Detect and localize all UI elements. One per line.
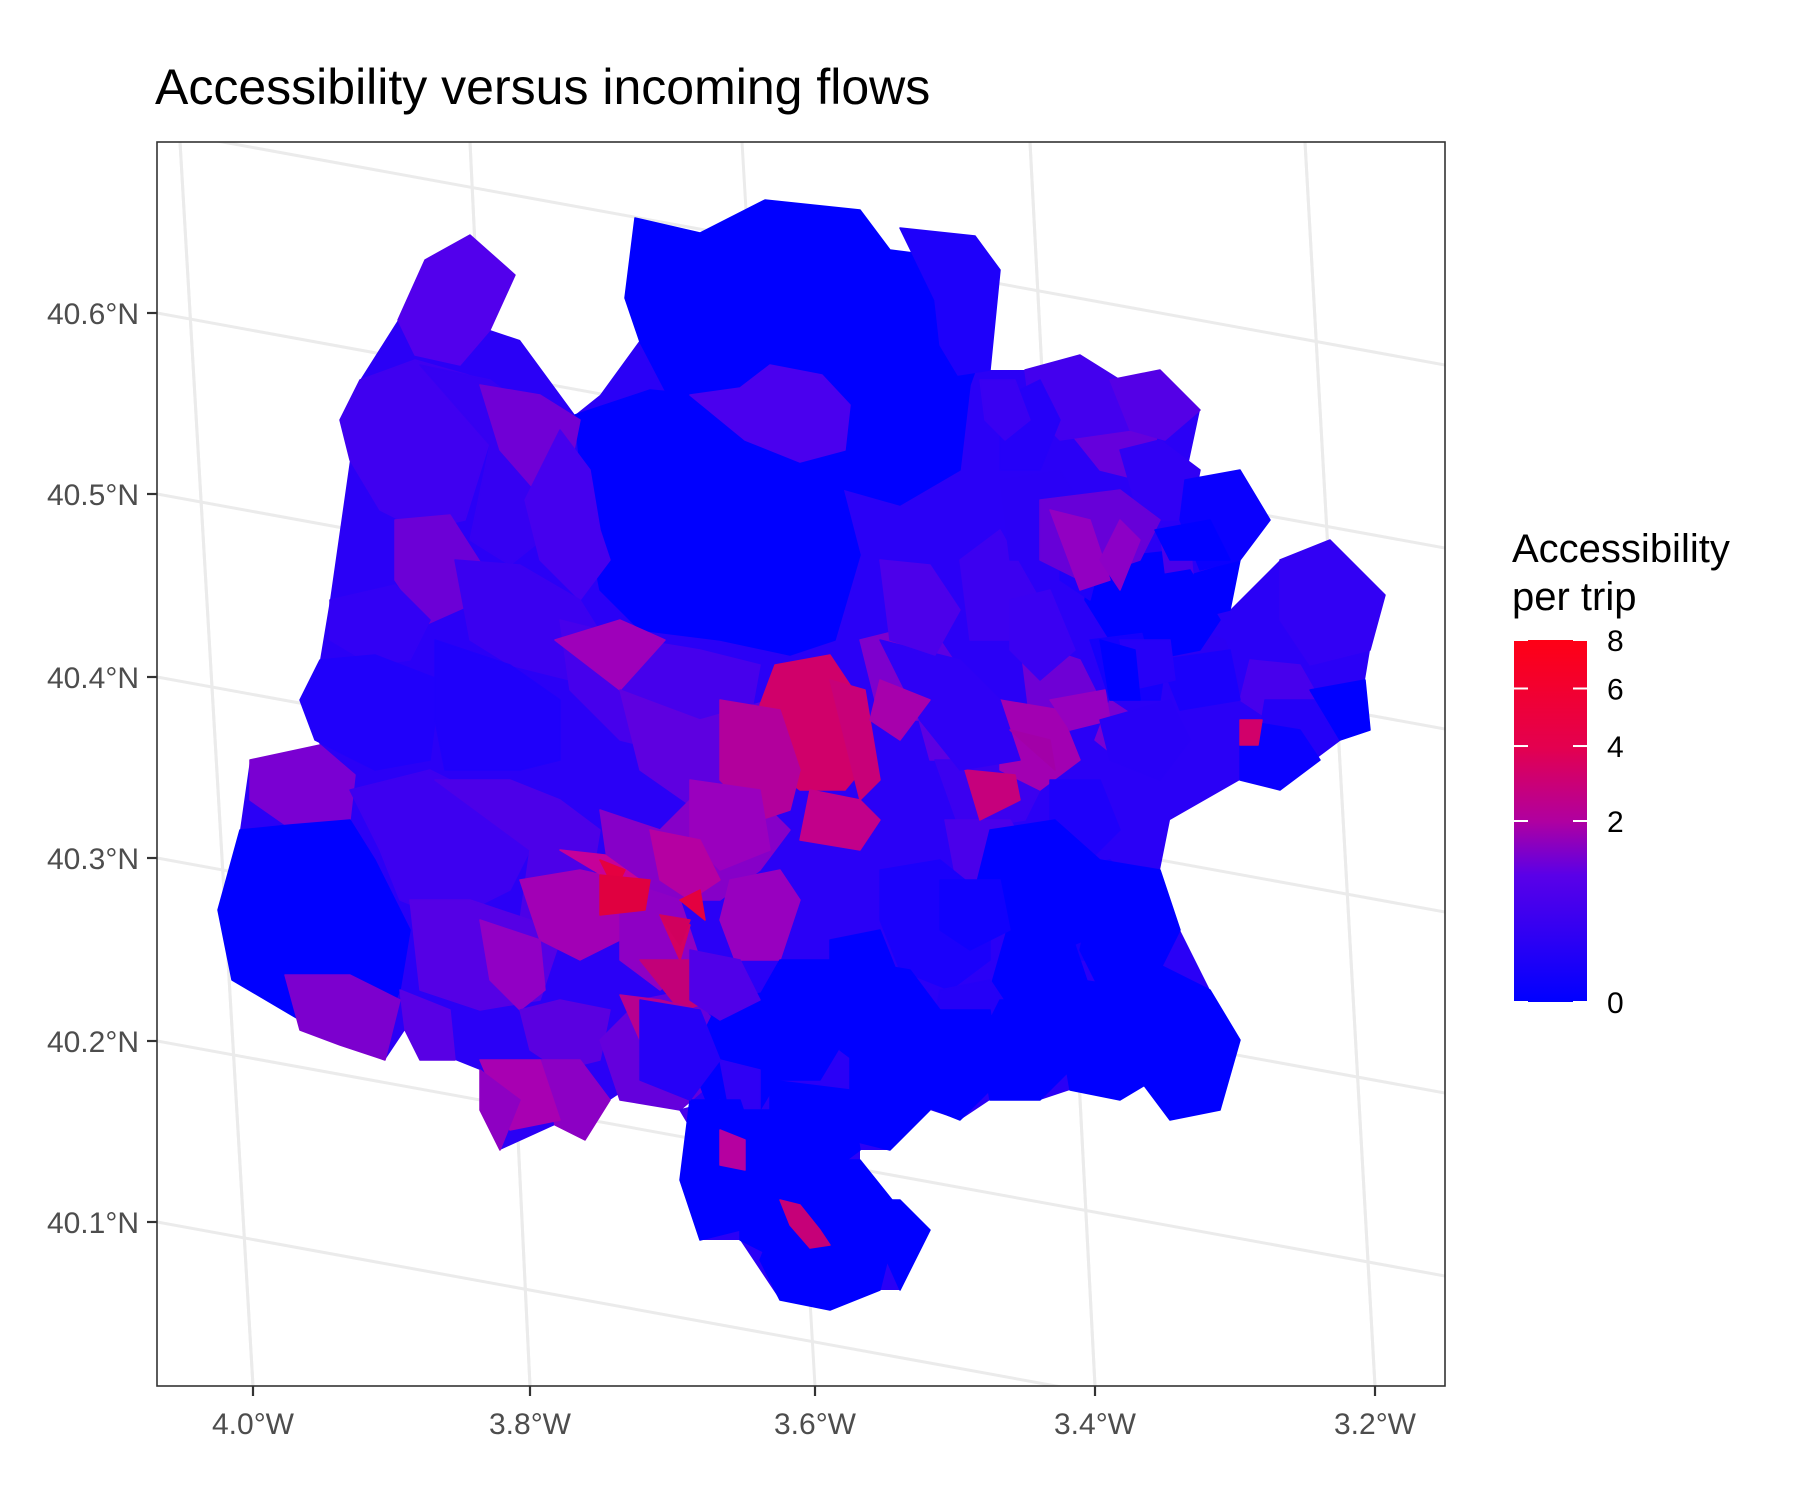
region-polygon — [1159, 649, 1241, 711]
region-polygon — [689, 779, 771, 871]
region-polygon — [1099, 699, 1191, 781]
region-polygon — [1239, 719, 1263, 746]
region-polygon — [1309, 679, 1371, 741]
legend-title: Accessibility per trip — [1512, 525, 1730, 621]
region-polygon — [329, 584, 431, 666]
region-polygon — [859, 1199, 931, 1291]
y-tick-label: 40.1°N — [47, 1207, 139, 1240]
legend-tick-label: 0 — [1607, 987, 1624, 1020]
x-tick-label: 3.6°W — [774, 1408, 857, 1441]
region-polygon — [939, 879, 1011, 951]
legend: 8 6 4 2 0 — [1514, 625, 1624, 1020]
legend-tick-label: 6 — [1607, 673, 1624, 706]
region-polygon — [1049, 509, 1111, 591]
graticule-meridian — [1303, 142, 1377, 1386]
region-polygon — [1109, 369, 1201, 441]
y-tick-label: 40.3°N — [47, 843, 139, 876]
region-polygon — [434, 639, 561, 771]
region-polygon — [829, 929, 901, 1001]
y-tick-label: 40.5°N — [47, 479, 139, 512]
x-tick-label: 3.2°W — [1334, 1408, 1417, 1441]
y-tick-label: 40.4°N — [47, 662, 139, 695]
region-polygon — [779, 1199, 831, 1249]
x-tick-label: 4.0°W — [212, 1408, 295, 1441]
region-polygon — [689, 364, 851, 463]
region-polygon — [479, 1069, 521, 1151]
region-polygon — [979, 379, 1031, 441]
graticule-parallel — [157, 1220, 1065, 1386]
region-polygon — [639, 999, 721, 1101]
region-polygon — [479, 919, 546, 1011]
region-polygon — [799, 789, 881, 851]
region-polygon — [879, 559, 961, 656]
region-polygon — [769, 1079, 861, 1181]
region-polygon — [759, 1159, 901, 1311]
region-polygon — [1239, 719, 1321, 791]
y-tick-label: 40.2°N — [47, 1026, 139, 1059]
legend-title-line2: per trip — [1512, 575, 1637, 619]
region-polygon — [879, 639, 1021, 771]
x-tick-label: 3.4°W — [1054, 1408, 1137, 1441]
region-polygon — [1009, 589, 1076, 681]
region-polygon — [524, 429, 611, 601]
legend-tick-label: 2 — [1607, 806, 1624, 839]
region-polygon — [1099, 639, 1141, 701]
region-polygon — [624, 199, 991, 506]
region-polygon — [299, 654, 441, 771]
region-polygon — [1009, 729, 1056, 771]
region-polygon — [1279, 539, 1386, 666]
region-polygon — [659, 914, 691, 946]
y-axis: 40.6°N 40.5°N 40.4°N 40.3°N 40.2°N 40.1°N — [47, 298, 157, 1240]
legend-tick-label: 4 — [1607, 731, 1624, 764]
legend-title-line1: Accessibility — [1512, 527, 1730, 571]
graticule-meridian — [178, 142, 255, 1386]
x-tick-label: 3.8°W — [489, 1408, 572, 1441]
region-polygon — [519, 999, 611, 1071]
region-polygon — [679, 889, 706, 921]
region-polygon — [399, 989, 456, 1061]
region-polygon — [397, 234, 516, 366]
region-polygon — [554, 619, 666, 691]
x-axis: 4.0°W 3.8°W 3.6°W 3.4°W 3.2°W — [212, 1386, 1417, 1441]
region-polygon — [284, 974, 401, 1061]
region-polygon — [719, 1129, 746, 1171]
region-polygon — [964, 769, 1021, 821]
region-polygon — [869, 679, 931, 741]
region-polygon — [689, 949, 761, 1021]
region-polygon — [649, 829, 721, 901]
region-polygon — [899, 227, 1001, 376]
legend-tick-label: 8 — [1607, 625, 1624, 658]
chart-title: Accessibility versus incoming flows — [155, 59, 931, 115]
region-polygons — [217, 199, 1386, 1311]
panel-border — [156, 141, 1446, 1387]
region-polygon — [1154, 519, 1231, 561]
y-tick-label: 40.6°N — [47, 298, 139, 331]
region-polygon — [599, 874, 651, 916]
region-polygon — [829, 679, 881, 801]
region-polygon — [1099, 519, 1141, 591]
